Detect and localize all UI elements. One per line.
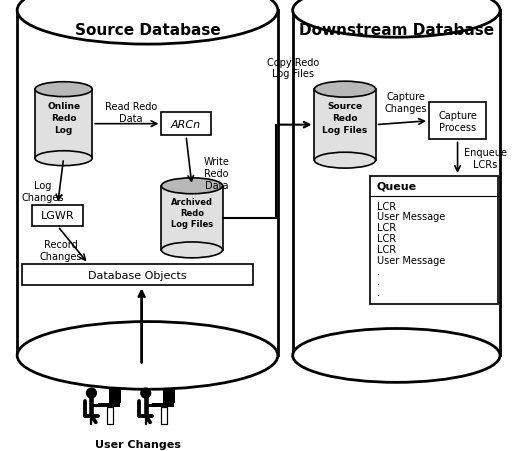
Text: ARC​n: ARC​n [171,120,201,129]
Text: LGWR: LGWR [41,211,75,221]
Circle shape [86,388,96,398]
Bar [98,403,120,407]
Text: LCR: LCR [377,201,396,211]
Text: Redo: Redo [51,114,77,123]
Text: Archived: Archived [171,198,213,207]
Bar [22,264,253,286]
Bar [162,113,210,136]
Text: User Message: User Message [377,255,445,265]
Text: Copy Redo
Log Files: Copy Redo Log Files [267,58,319,79]
Ellipse shape [35,152,92,166]
Text: Log
Changes: Log Changes [21,180,64,202]
Ellipse shape [293,0,500,38]
Text: Capture
Process: Capture Process [438,110,477,132]
Text: User Changes: User Changes [95,439,181,449]
Text: .: . [377,277,380,287]
Bar [107,407,113,424]
Bar [370,176,498,304]
Circle shape [141,388,151,398]
Text: Write
Redo
Data: Write Redo Data [204,157,230,190]
Bar [161,407,167,424]
Text: Log Files: Log Files [171,219,213,228]
Text: Queue: Queue [377,181,417,191]
Bar [17,11,278,356]
Ellipse shape [162,179,222,194]
Text: Source: Source [327,102,363,111]
Text: .: . [377,266,380,276]
Text: User Message: User Message [377,212,445,222]
Text: LCR: LCR [377,223,396,233]
Bar [35,90,92,159]
Text: Capture
Changes: Capture Changes [385,92,427,114]
Bar [152,403,174,407]
Text: Enqueue
LCRs: Enqueue LCRs [464,148,507,170]
Bar [109,388,121,403]
Text: Read Redo
Data: Read Redo Data [105,102,157,124]
Ellipse shape [293,329,500,382]
Text: Database Objects: Database Objects [89,270,187,280]
Text: Redo: Redo [332,114,358,123]
Text: LCR: LCR [377,234,396,244]
Text: Log: Log [55,126,73,135]
Bar [429,103,486,140]
Text: LCR: LCR [377,244,396,254]
Text: Source Database: Source Database [75,23,220,38]
Text: .: . [377,288,380,298]
Bar [293,11,500,356]
Bar [163,388,175,403]
Text: Downstream Database: Downstream Database [299,23,494,38]
Ellipse shape [17,322,278,389]
Bar [314,90,376,161]
Text: Record
Changes: Record Changes [40,239,82,261]
Ellipse shape [314,153,376,169]
Ellipse shape [35,83,92,97]
Text: Log Files: Log Files [322,126,368,135]
Ellipse shape [17,0,278,45]
Bar [162,186,222,250]
Bar [32,205,83,227]
Text: Online: Online [47,102,80,111]
Ellipse shape [162,242,222,258]
Ellipse shape [314,82,376,98]
Text: Redo: Redo [180,208,204,217]
